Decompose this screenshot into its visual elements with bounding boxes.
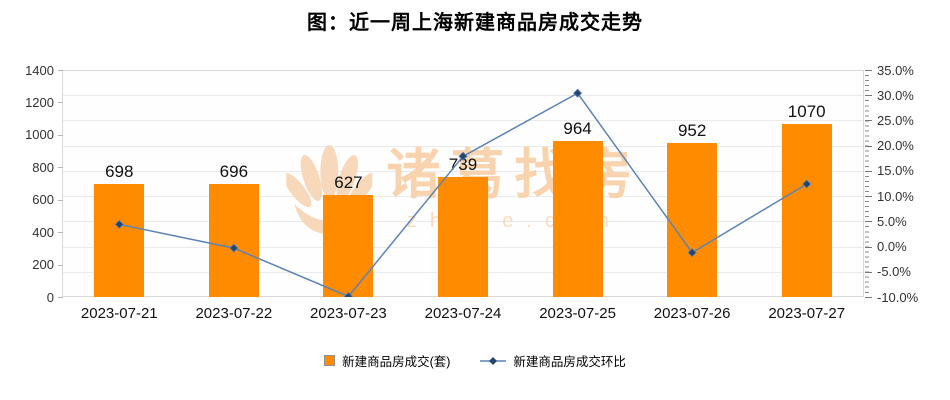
left-axis-tick [58,199,63,201]
right-axis-tick [865,145,872,147]
right-axis-label: -5.0% [877,264,911,280]
bar [323,195,374,297]
bar [94,183,145,297]
bar [552,140,603,297]
legend: 新建商品房成交(套) 新建商品房成交环比 [0,351,950,370]
right-axis-tick [865,170,872,172]
right-axis-tick [865,95,872,97]
left-axis-tick [58,297,63,298]
left-axis-tick [58,264,63,266]
bar-value-label: 964 [563,118,592,138]
x-axis-label: 2023-07-24 [424,305,502,322]
bar [208,184,259,297]
x-axis-label: 2023-07-22 [195,305,273,322]
left-axis-tick [58,232,63,234]
gridline [63,95,863,97]
left-axis-label: 1400 [25,62,54,78]
right-axis-label: -10.0% [877,289,919,305]
left-axis-label: 1000 [25,127,54,143]
x-axis-label: 2023-07-27 [768,305,846,322]
bar-value-label: 698 [105,161,134,181]
x-axis-label: 2023-07-21 [80,305,158,322]
right-axis-tick [865,297,872,298]
right-axis-label: 25.0% [877,112,914,128]
left-axis-tick [58,70,63,71]
legend-label: 新建商品房成交(套) [342,355,451,369]
line-series-swatch-icon [480,356,507,365]
legend-item-line-series[interactable]: 新建商品房成交环比 [480,351,626,370]
right-axis-tick [865,246,872,248]
right-axis-label: 35.0% [877,62,914,78]
left-axis-label: 600 [32,192,54,208]
right-axis-tick [865,120,872,122]
right-axis-tick [865,196,872,198]
left-axis-label: 800 [32,159,54,175]
right-axis-label: 10.0% [877,188,914,204]
x-axis-label: 2023-07-25 [539,305,616,322]
right-axis-tick [865,221,872,223]
left-axis-label: 200 [32,257,54,273]
bar [438,177,488,297]
bar-value-label: 952 [677,120,707,140]
right-axis-label: 30.0% [877,87,914,103]
right-axis-minor-ticks [865,70,869,298]
bar-series-swatch-icon [324,355,336,366]
left-axis-tick [58,134,63,136]
legend-item-bar-series[interactable]: 新建商品房成交(套) [324,351,450,370]
bar-value-label: 1070 [787,101,826,121]
x-axis-label: 2023-07-23 [310,305,387,322]
right-axis-tick [865,70,872,71]
right-axis-label: 15.0% [877,163,914,179]
gridline [63,145,863,147]
right-axis-label: 20.0% [877,138,914,154]
left-axis-tick [58,102,63,104]
bar-value-label: 627 [334,173,363,193]
bar-value-label: 739 [448,155,478,175]
x-axis-label: 2023-07-26 [653,305,731,322]
bar [781,123,832,297]
legend-label: 新建商品房成交环比 [513,355,626,369]
left-axis-tick [58,167,63,169]
left-axis-label: 0 [46,289,54,305]
right-axis-label: 0.0% [877,239,907,255]
right-axis-tick [865,271,872,273]
bar [667,142,718,297]
left-axis-label: 1200 [25,94,54,110]
bar-value-label: 696 [219,162,249,182]
chart-title: 图：近一周上海新建商品房成交走势 [307,12,643,34]
right-axis-label: 5.0% [877,213,907,229]
left-axis-label: 400 [32,224,54,240]
